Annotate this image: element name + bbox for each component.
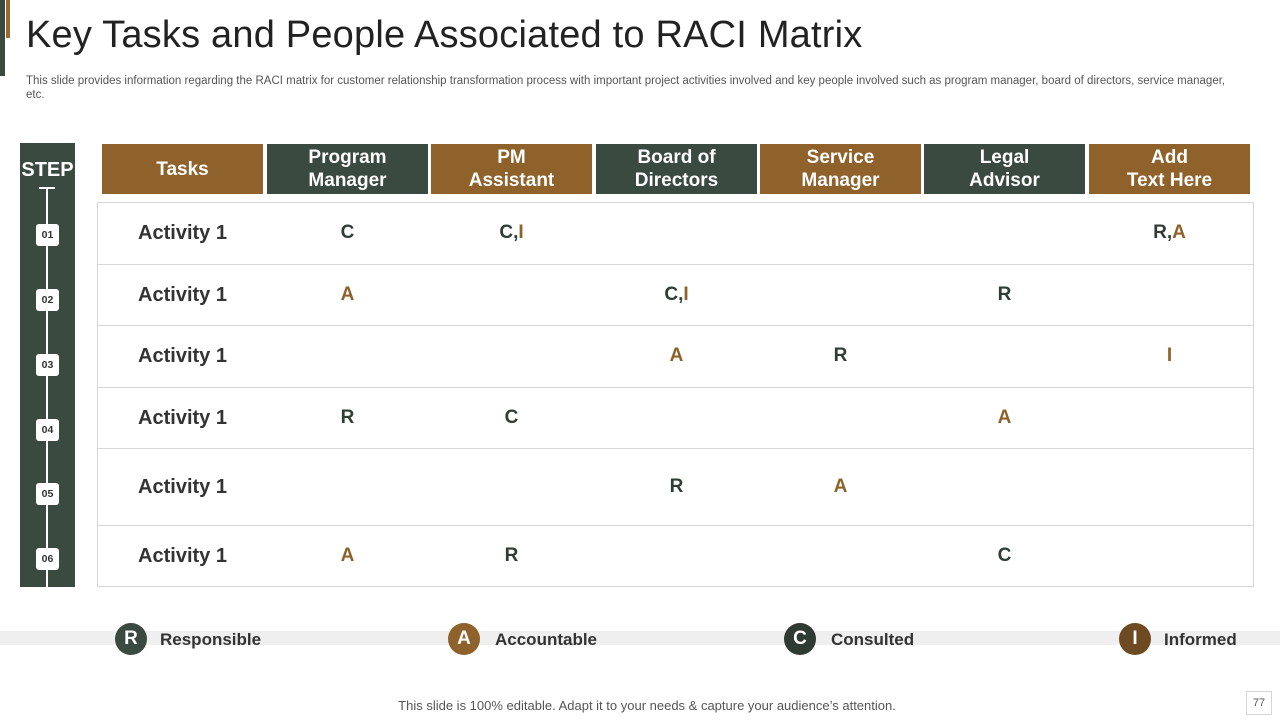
step-badge: 02 [36,289,59,311]
header-tasks: Tasks [102,144,263,194]
step-column: STEP 01 02 03 04 05 06 [20,143,75,587]
step-timeline-line [46,187,48,587]
raci-cell: I [1166,345,1173,366]
row-divider [97,448,1254,449]
header-add-text: Add Text Here [1089,144,1250,194]
legend-accountable-label: Accountable [495,630,598,649]
raci-cell: R [504,545,519,566]
legend-informed-label: Informed [1164,630,1237,649]
row-divider [97,387,1254,388]
row-divider [97,525,1254,526]
header-program-manager: Program Manager [267,144,428,194]
legend-consulted-label: Consulted [831,630,915,649]
step-timeline-tick [39,187,55,189]
task-cell: Activity 1 [138,476,227,498]
raci-cell: C [997,545,1012,566]
task-cell: Activity 1 [138,222,227,244]
raci-cell: C [504,407,519,428]
raci-cell: A [340,545,355,566]
header-service-manager: Service Manager [760,144,921,194]
task-cell: Activity 1 [138,345,227,367]
step-badge: 06 [36,548,59,570]
legend-accountable-icon: A [448,623,480,655]
slide-subtitle: This slide provides information regardin… [26,75,1226,101]
task-cell: Activity 1 [138,284,227,306]
raci-cell: A [669,345,684,366]
footer-note: This slide is 100% editable. Adapt it to… [398,698,896,713]
raci-cell: C [340,222,355,243]
task-cell: Activity 1 [138,545,227,567]
legend-consulted-icon: C [784,623,816,655]
header-pm-assistant: PM Assistant [431,144,592,194]
legend-responsible-label: Responsible [160,630,262,649]
accent-bar [0,0,5,76]
step-label: STEP [21,159,74,181]
step-badge: 04 [36,419,59,441]
raci-table [97,202,1254,587]
legend-responsible-icon: R [115,623,147,655]
page-number: 77 [1246,691,1272,715]
step-badge: 01 [36,224,59,246]
task-cell: Activity 1 [138,407,227,429]
slide-title: Key Tasks and People Associated to RACI … [26,14,863,56]
header-legal-advisor: Legal Advisor [924,144,1085,194]
step-badge: 03 [36,354,59,376]
raci-cell: R [340,407,355,428]
raci-cell: A [997,407,1012,428]
raci-cell: C,I [499,222,524,243]
step-badge: 05 [36,483,59,505]
raci-cell: A [340,284,355,305]
row-divider [97,325,1254,326]
raci-cell: C,I [664,284,689,305]
legend-informed-icon: I [1119,623,1151,655]
raci-cell: R [669,476,684,497]
header-board-of-directors: Board of Directors [596,144,757,194]
legend-band [0,631,1280,645]
row-divider [97,264,1254,265]
raci-cell: R,A [1153,222,1186,243]
raci-cell: R [997,284,1012,305]
raci-cell: R [833,345,848,366]
raci-cell: A [833,476,848,497]
accent-bar-secondary [6,0,10,38]
